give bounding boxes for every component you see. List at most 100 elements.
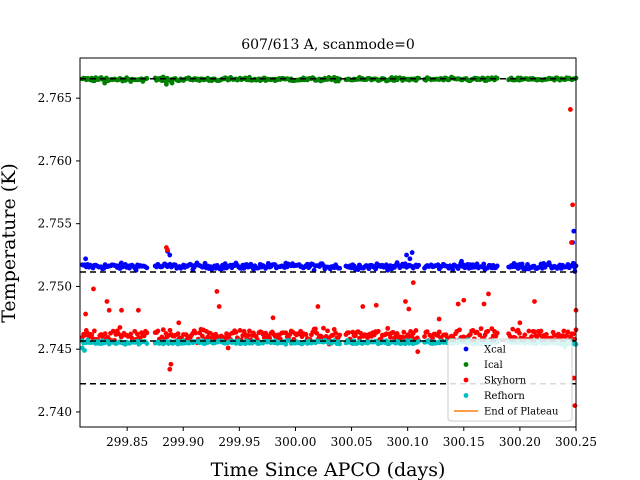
x-tick-label: 300.15 bbox=[443, 435, 485, 449]
x-tick-label: 300.10 bbox=[387, 435, 429, 449]
data-point bbox=[510, 326, 516, 332]
legend-marker bbox=[463, 346, 469, 352]
data-point bbox=[375, 328, 381, 334]
data-point bbox=[91, 328, 97, 334]
data-point bbox=[110, 328, 116, 334]
x-tick-label: 299.95 bbox=[218, 435, 260, 449]
x-tick-label: 300.05 bbox=[331, 435, 373, 449]
data-point bbox=[102, 331, 108, 337]
data-point bbox=[481, 301, 487, 307]
data-point bbox=[165, 247, 170, 253]
data-point bbox=[270, 315, 276, 321]
data-point bbox=[118, 260, 124, 266]
data-point bbox=[401, 329, 407, 335]
data-point bbox=[424, 329, 430, 335]
data-point bbox=[144, 341, 150, 346]
data-point bbox=[455, 301, 461, 307]
y-tick-label: 2.740 bbox=[38, 405, 72, 419]
y-axis: 2.740 2.745 2.750 2.755 2.760 2.765 bbox=[38, 91, 80, 419]
data-point bbox=[313, 326, 318, 332]
data-point bbox=[91, 286, 96, 292]
data-point bbox=[283, 341, 289, 347]
data-point bbox=[478, 326, 484, 332]
data-point bbox=[436, 329, 442, 335]
data-point bbox=[457, 327, 462, 333]
data-point bbox=[404, 252, 409, 258]
legend-box bbox=[447, 338, 573, 422]
data-point bbox=[216, 304, 222, 309]
data-point bbox=[247, 328, 252, 334]
data-point bbox=[409, 250, 415, 255]
data-point bbox=[517, 330, 522, 336]
x-tick-label: 300.25 bbox=[555, 435, 597, 449]
data-point bbox=[83, 311, 89, 317]
data-point bbox=[538, 328, 544, 334]
legend-label: Refhorn bbox=[484, 391, 525, 402]
data-point bbox=[337, 76, 343, 82]
data-point bbox=[89, 332, 95, 338]
data-point bbox=[199, 333, 205, 339]
data-point bbox=[494, 330, 500, 336]
data-point bbox=[569, 240, 574, 245]
data-point bbox=[413, 328, 419, 333]
data-point bbox=[571, 375, 577, 381]
data-point bbox=[205, 334, 211, 340]
data-point bbox=[168, 361, 174, 367]
chart-title: 607/613 A, scanmode=0 bbox=[241, 37, 415, 53]
legend-marker bbox=[463, 362, 469, 367]
data-point bbox=[128, 331, 134, 337]
data-point bbox=[346, 330, 352, 336]
data-point bbox=[387, 334, 393, 340]
data-point bbox=[416, 75, 422, 81]
data-point bbox=[167, 327, 173, 333]
data-point bbox=[529, 334, 534, 339]
x-axis-label: Time Since APCO (days) bbox=[211, 459, 446, 480]
data-point bbox=[315, 304, 321, 309]
data-point bbox=[565, 329, 571, 335]
data-point bbox=[415, 349, 421, 355]
data-point bbox=[176, 320, 182, 326]
data-point bbox=[436, 316, 442, 322]
data-point bbox=[333, 330, 339, 336]
data-point bbox=[360, 304, 366, 309]
data-point bbox=[237, 328, 243, 333]
data-point bbox=[485, 328, 491, 334]
data-point bbox=[407, 256, 413, 262]
data-point bbox=[214, 289, 220, 294]
legend-marker bbox=[463, 377, 469, 383]
data-point bbox=[385, 325, 391, 331]
x-tick-label: 300.20 bbox=[499, 435, 541, 449]
data-point bbox=[106, 307, 112, 313]
data-point bbox=[450, 267, 456, 273]
data-point bbox=[406, 306, 412, 312]
series-xcal bbox=[79, 228, 579, 274]
data-point bbox=[526, 328, 532, 334]
x-tick-label: 300.00 bbox=[274, 435, 316, 449]
legend: Xcal Ical Skyhorn Refhorn End of Plateau bbox=[447, 338, 573, 422]
y-tick-label: 2.745 bbox=[38, 342, 72, 356]
data-point bbox=[303, 332, 309, 337]
data-point bbox=[167, 366, 173, 372]
data-point bbox=[135, 307, 141, 313]
data-point bbox=[416, 262, 422, 268]
data-point bbox=[373, 302, 379, 308]
y-axis-label: Temperature (K) bbox=[0, 163, 20, 323]
data-point bbox=[459, 258, 464, 264]
legend-label: Skyhorn bbox=[484, 376, 527, 387]
data-point bbox=[337, 332, 343, 338]
legend-label: End of Plateau bbox=[484, 407, 559, 418]
data-point bbox=[570, 331, 576, 337]
data-point bbox=[175, 331, 181, 337]
data-point bbox=[337, 265, 343, 271]
data-point bbox=[83, 256, 89, 262]
data-point bbox=[531, 329, 537, 335]
data-point bbox=[481, 261, 487, 267]
data-point bbox=[519, 261, 525, 267]
data-point bbox=[160, 327, 166, 333]
data-point bbox=[169, 80, 175, 86]
data-point bbox=[245, 332, 251, 338]
legend-label: Ical bbox=[484, 360, 503, 371]
y-tick-label: 2.765 bbox=[38, 91, 72, 105]
data-point bbox=[494, 75, 500, 81]
